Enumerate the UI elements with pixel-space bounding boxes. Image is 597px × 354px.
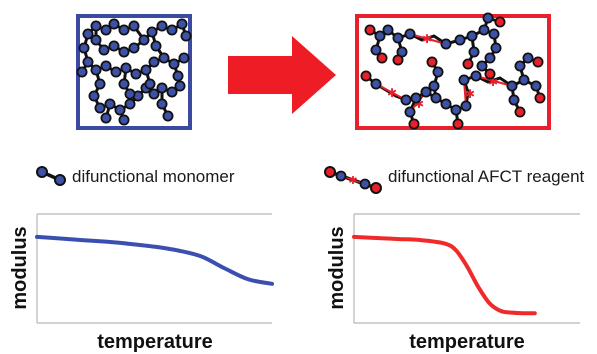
right-arrow-icon: [228, 36, 336, 114]
svg-text:✱: ✱: [387, 86, 397, 100]
legend-afct: ✱ difunctional AFCT reagent: [324, 166, 585, 194]
chart-right: modulus temperature: [326, 213, 580, 353]
afct-reagent-icon: ✱: [324, 166, 382, 194]
svg-text:✱: ✱: [465, 87, 475, 101]
chart-right-series-line: [352, 234, 537, 316]
chart-left-xlabel: temperature: [97, 331, 213, 353]
svg-text:✱: ✱: [348, 175, 357, 187]
chart-right-xlabel: temperature: [409, 331, 525, 353]
afct-reagent-segments: ✱ ✱ ✱ ✱ ✱: [375, 32, 513, 113]
svg-text:✱: ✱: [414, 97, 424, 111]
svg-text:✱: ✱: [488, 75, 498, 89]
legend-monomer-label: difunctional monomer: [72, 167, 235, 186]
monomer-icon: [36, 166, 66, 186]
chart-left: modulus temperature: [9, 213, 274, 353]
monomer-network: [76, 14, 192, 130]
legend-monomer: difunctional monomer: [36, 166, 235, 186]
afct-network-nodes-red: [360, 16, 546, 130]
chart-left-series-line: [35, 234, 274, 286]
afct-network: ✱ ✱ ✱ ✱ ✱: [355, 12, 551, 130]
svg-text:✱: ✱: [422, 32, 432, 46]
chart-left-ylabel: modulus: [9, 226, 31, 309]
legend-afct-label: difunctional AFCT reagent: [388, 167, 585, 186]
chart-right-ylabel: modulus: [326, 226, 348, 309]
